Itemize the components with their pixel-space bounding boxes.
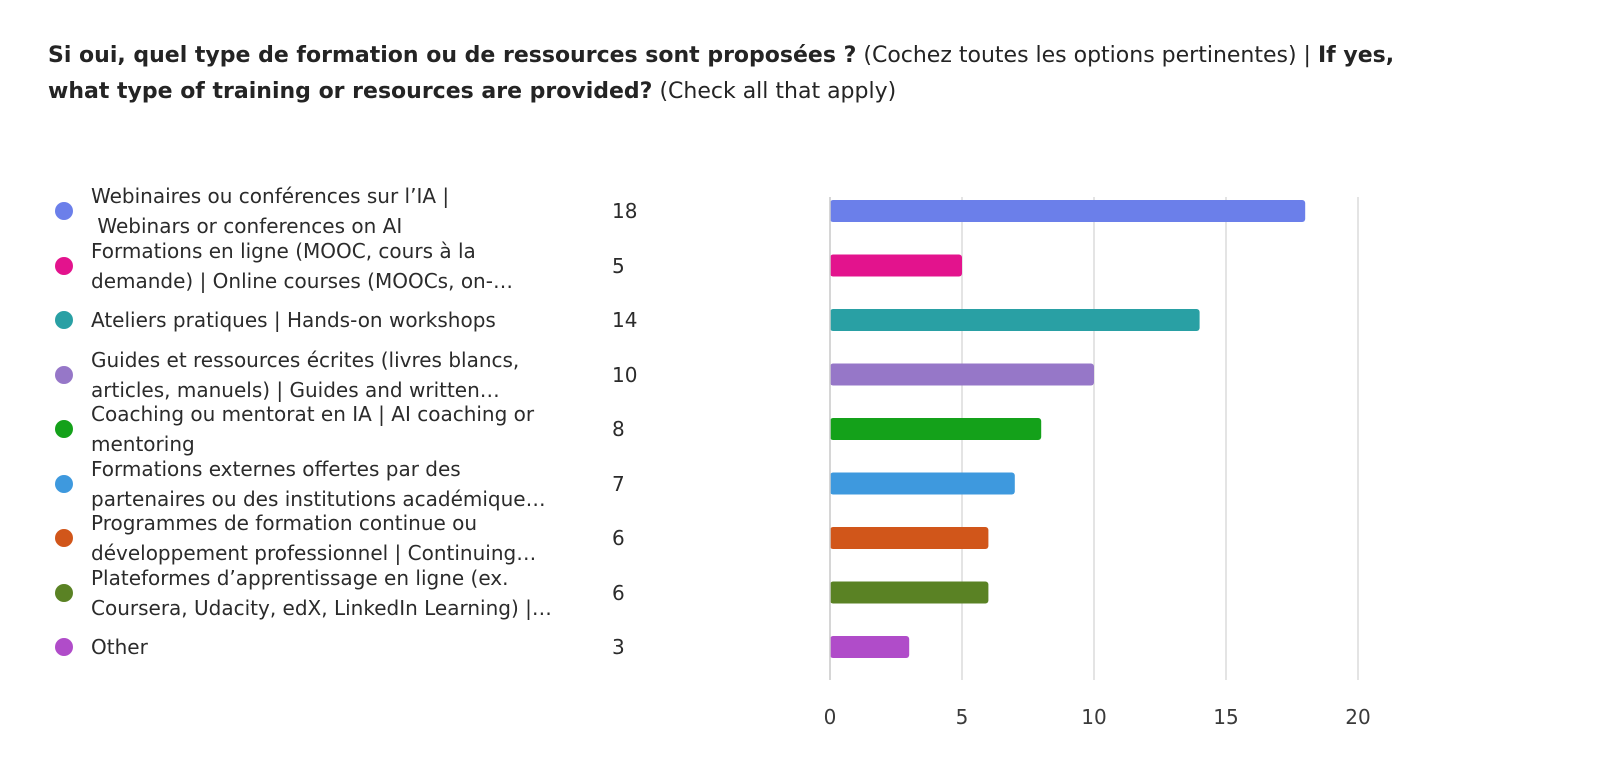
question-title-fr: Si oui, quel type de formation ou de res… — [48, 43, 857, 68]
legend-label: Formations en ligne (MOOC, cours à la — [91, 238, 476, 263]
legend-label: Coursera, Udacity, edX, LinkedIn Learnin… — [91, 595, 552, 620]
bar-3[interactable] — [830, 363, 1094, 386]
response-count: 8 — [612, 417, 625, 441]
legend-dot-icon — [55, 420, 73, 438]
legend-dot-icon — [55, 474, 73, 493]
response-count: 10 — [612, 362, 638, 387]
response-count: 6 — [612, 526, 625, 550]
legend-label: articles, manuels) | Guides and written… — [91, 377, 500, 402]
response-count: 14 — [612, 308, 638, 332]
x-tick-label: 20 — [1345, 705, 1370, 729]
question-hint-en: (Check all that apply) — [652, 79, 897, 104]
question-title: Si oui, quel type de formation ou de res… — [48, 38, 1448, 110]
response-count: 5 — [612, 253, 625, 278]
bar-7[interactable] — [830, 581, 989, 604]
legend-label: Formations externes offertes par des — [91, 456, 461, 481]
legend-label: Programmes de formation continue ou — [91, 511, 478, 535]
legend-dot-icon — [55, 311, 73, 329]
legend-label: Webinars or conferences on AI — [91, 214, 403, 238]
legend-dot-icon — [55, 202, 73, 220]
bar-2[interactable] — [830, 309, 1200, 331]
x-tick-label: 0 — [824, 705, 837, 729]
bar-4[interactable] — [830, 418, 1042, 440]
legend-label: Guides et ressources écrites (livres bla… — [91, 347, 520, 372]
legend-dot-icon — [55, 256, 73, 275]
x-tick-label: 15 — [1213, 705, 1238, 729]
response-count: 18 — [612, 199, 638, 223]
legend-label: Ateliers pratiques | Hands-on workshops — [91, 308, 496, 332]
legend-label: Other — [91, 635, 148, 659]
legend-dot-icon — [55, 583, 73, 602]
legend-label: Coaching ou mentorat en IA | AI coaching… — [91, 402, 535, 426]
legend-label: demande) | Online courses (MOOCs, on-… — [91, 268, 513, 293]
question-hint-fr: (Cochez toutes les options pertinentes) … — [856, 43, 1318, 68]
chart-legend: Webinaires ou conférences sur l’IA | Web… — [0, 0, 640, 773]
legend-label: mentoring — [91, 432, 195, 456]
legend-label: partenaires ou des institutions académiq… — [91, 486, 546, 511]
legend-dot-icon — [55, 529, 73, 547]
question-title-en: If yes, what type of training or resourc… — [48, 43, 1395, 104]
legend-dot-icon — [55, 638, 73, 656]
legend-label: Plateformes d’apprentissage en ligne (ex… — [91, 565, 509, 590]
bar-0[interactable] — [830, 200, 1306, 222]
bar-1[interactable] — [830, 254, 962, 277]
bar-5[interactable] — [830, 472, 1015, 495]
response-count: 6 — [612, 580, 625, 605]
legend-label: développement professionnel | Continuing… — [91, 541, 537, 565]
response-count: 3 — [612, 635, 625, 659]
bar-6[interactable] — [830, 527, 989, 549]
legend-dot-icon — [55, 365, 73, 384]
x-tick-label: 10 — [1081, 705, 1106, 729]
bar-8[interactable] — [830, 636, 910, 658]
response-count: 7 — [612, 471, 625, 496]
x-tick-label: 5 — [956, 705, 969, 729]
legend-label: Webinaires ou conférences sur l’IA | — [91, 184, 450, 208]
